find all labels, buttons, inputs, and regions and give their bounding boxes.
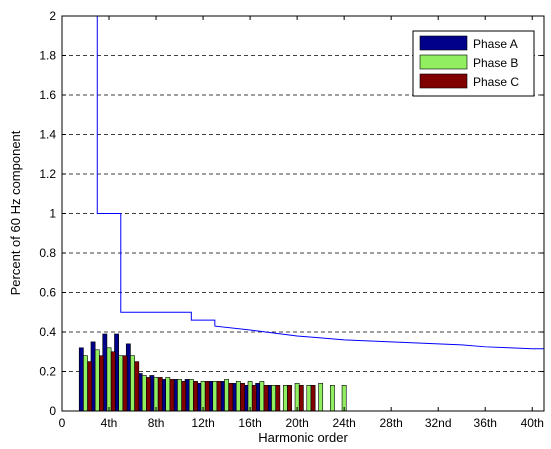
legend-swatch — [419, 54, 468, 70]
y-tick-label: 0.8 — [39, 246, 56, 260]
bar-phase-b — [224, 379, 229, 412]
bar-phase-b — [306, 385, 312, 412]
bar-phase-c — [122, 355, 128, 412]
limit-line — [73, 15, 544, 350]
y-tick-label: 1.2 — [39, 167, 56, 181]
bar-phase-b — [282, 385, 288, 412]
bar-phase-b — [106, 347, 112, 412]
bar-phase-c — [275, 385, 281, 412]
legend-label: Phase C — [473, 75, 519, 89]
x-tick-label: 40th — [521, 416, 544, 430]
bar-phase-b — [271, 385, 277, 412]
bar-phase-c — [263, 385, 269, 412]
bar-phase-b — [165, 377, 171, 412]
bar-phase-c — [110, 351, 116, 412]
bar-phase-c — [228, 383, 234, 412]
bar-phase-b — [259, 381, 265, 412]
bar-phase-c — [251, 385, 257, 412]
bar-phase-c — [157, 377, 163, 412]
bar-phase-b — [188, 379, 194, 412]
grid-lines — [62, 55, 544, 372]
y-tick-label: 0.4 — [39, 325, 56, 339]
bar-phase-b — [235, 381, 241, 412]
legend: Phase A Phase B Phase C — [412, 30, 535, 97]
x-tick-label: 12th — [191, 416, 214, 430]
bar-phase-c — [193, 381, 198, 412]
bar-phase-b — [130, 355, 135, 412]
x-tick-label: 28th — [379, 416, 402, 430]
y-tick-label: 1.8 — [39, 49, 56, 63]
legend-label: Phase B — [473, 56, 518, 70]
bar-phase-c — [204, 381, 210, 412]
bar-phase-c — [240, 383, 245, 412]
legend-swatch — [419, 35, 468, 51]
bar-phase-c — [216, 381, 222, 412]
x-tick-label: 32nd — [425, 416, 452, 430]
bar-phase-b — [200, 381, 206, 412]
x-tick-label: 36th — [474, 416, 497, 430]
y-tick-label: 1.4 — [39, 128, 56, 142]
x-tick-label: 4th — [101, 416, 118, 430]
bar-phase-c — [146, 377, 151, 412]
y-tick-label: 1.6 — [39, 88, 56, 102]
legend-swatch — [419, 73, 468, 89]
bar-phase-b — [94, 349, 100, 412]
y-axis-label: Percent of 60 Hz component — [8, 130, 23, 295]
x-tick-label: 24th — [332, 416, 355, 430]
bar-phase-b — [177, 379, 182, 412]
bar-phase-b — [329, 385, 335, 412]
bar-phase-a — [78, 347, 84, 412]
y-tick-label: 1 — [49, 207, 56, 221]
bar-phase-b — [118, 355, 124, 412]
bar-phase-c — [298, 385, 304, 412]
bar-phase-c — [169, 379, 175, 412]
x-axis-ticks: 0 4th 8th 12th 16th 20th 24th 28th 32nd 36th 40th — [59, 16, 544, 430]
y-tick-label: 0.2 — [39, 365, 56, 379]
bar-phase-c — [87, 361, 93, 412]
bar-phase-c — [287, 385, 292, 412]
bar-phase-b — [141, 375, 147, 412]
bar-phase-b — [153, 377, 159, 412]
y-axis-ticks: 0 0.2 0.4 0.6 0.8 1 1.2 1.4 1.6 1.8 2 — [39, 9, 544, 418]
y-tick-label: 0 — [49, 404, 56, 418]
bar-phase-b — [294, 383, 300, 412]
bar-phase-b — [247, 381, 253, 412]
x-tick-label: 20th — [285, 416, 308, 430]
bar-phase-c — [181, 381, 187, 412]
bar-phase-b — [212, 381, 218, 412]
x-axis-label: Harmonic order — [258, 430, 348, 445]
bars-group — [78, 333, 347, 412]
bar-phase-c — [134, 361, 140, 412]
legend-label: Phase A — [473, 37, 518, 51]
x-tick-label: 0 — [59, 416, 66, 430]
y-tick-label: 0.6 — [39, 286, 56, 300]
bar-phase-b — [83, 355, 88, 412]
bar-phase-b — [318, 383, 324, 412]
x-tick-label: 8th — [148, 416, 165, 430]
x-tick-label: 16th — [238, 416, 261, 430]
bar-phase-c — [99, 355, 104, 412]
bar-phase-c — [310, 385, 316, 412]
y-tick-label: 2 — [49, 9, 56, 23]
